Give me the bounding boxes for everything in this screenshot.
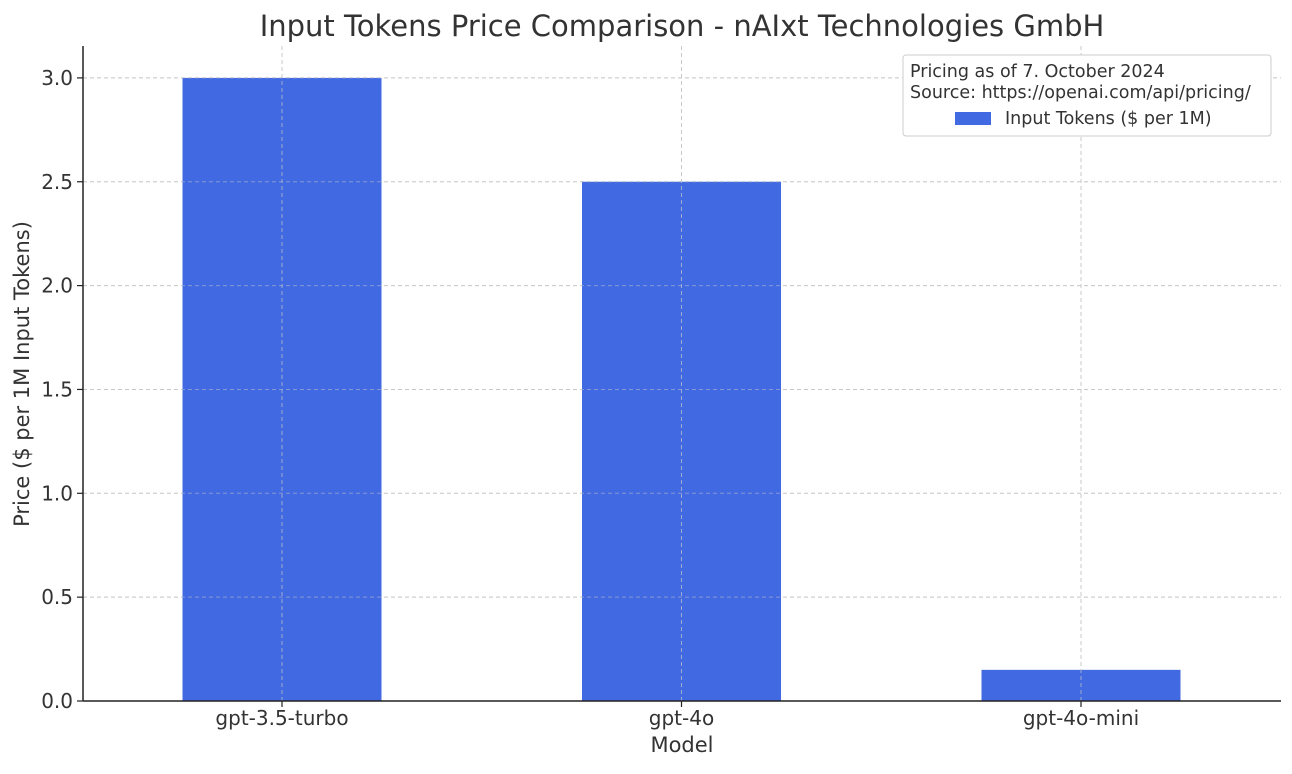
y-tick-label: 2.5 bbox=[41, 170, 73, 194]
legend: Pricing as of 7. October 2024 Source: ht… bbox=[902, 54, 1272, 137]
x-tick-label: gpt-4o bbox=[649, 706, 714, 730]
legend-title-line-2: Source: https://openai.com/api/pricing/ bbox=[910, 83, 1251, 103]
y-tick-label: 1.5 bbox=[41, 377, 73, 401]
x-ticks: gpt-3.5-turbo gpt-4o gpt-4o-mini bbox=[215, 701, 1139, 730]
legend-title-line-1: Pricing as of 7. October 2024 bbox=[910, 62, 1165, 82]
y-tick-label: 3.0 bbox=[41, 66, 73, 90]
gridlines-overlay bbox=[83, 46, 1281, 701]
x-axis-label: Model bbox=[650, 733, 713, 757]
y-ticks: 0.0 0.5 1.0 1.5 2.0 2.5 3.0 bbox=[41, 66, 83, 713]
y-axis-label: Price ($ per 1M Input Tokens) bbox=[10, 221, 34, 527]
legend-frame bbox=[902, 54, 1272, 137]
legend-swatch bbox=[955, 112, 991, 125]
y-tick-label: 0.0 bbox=[41, 689, 73, 713]
x-tick-label: gpt-4o-mini bbox=[1023, 706, 1139, 730]
y-tick-label: 0.5 bbox=[41, 585, 73, 609]
legend-entry-label: Input Tokens ($ per 1M) bbox=[1005, 109, 1212, 129]
x-tick-label: gpt-3.5-turbo bbox=[215, 706, 348, 730]
chart-title: Input Tokens Price Comparison - nAIxt Te… bbox=[260, 9, 1105, 43]
y-tick-label: 2.0 bbox=[41, 274, 73, 298]
y-tick-label: 1.0 bbox=[41, 481, 73, 505]
